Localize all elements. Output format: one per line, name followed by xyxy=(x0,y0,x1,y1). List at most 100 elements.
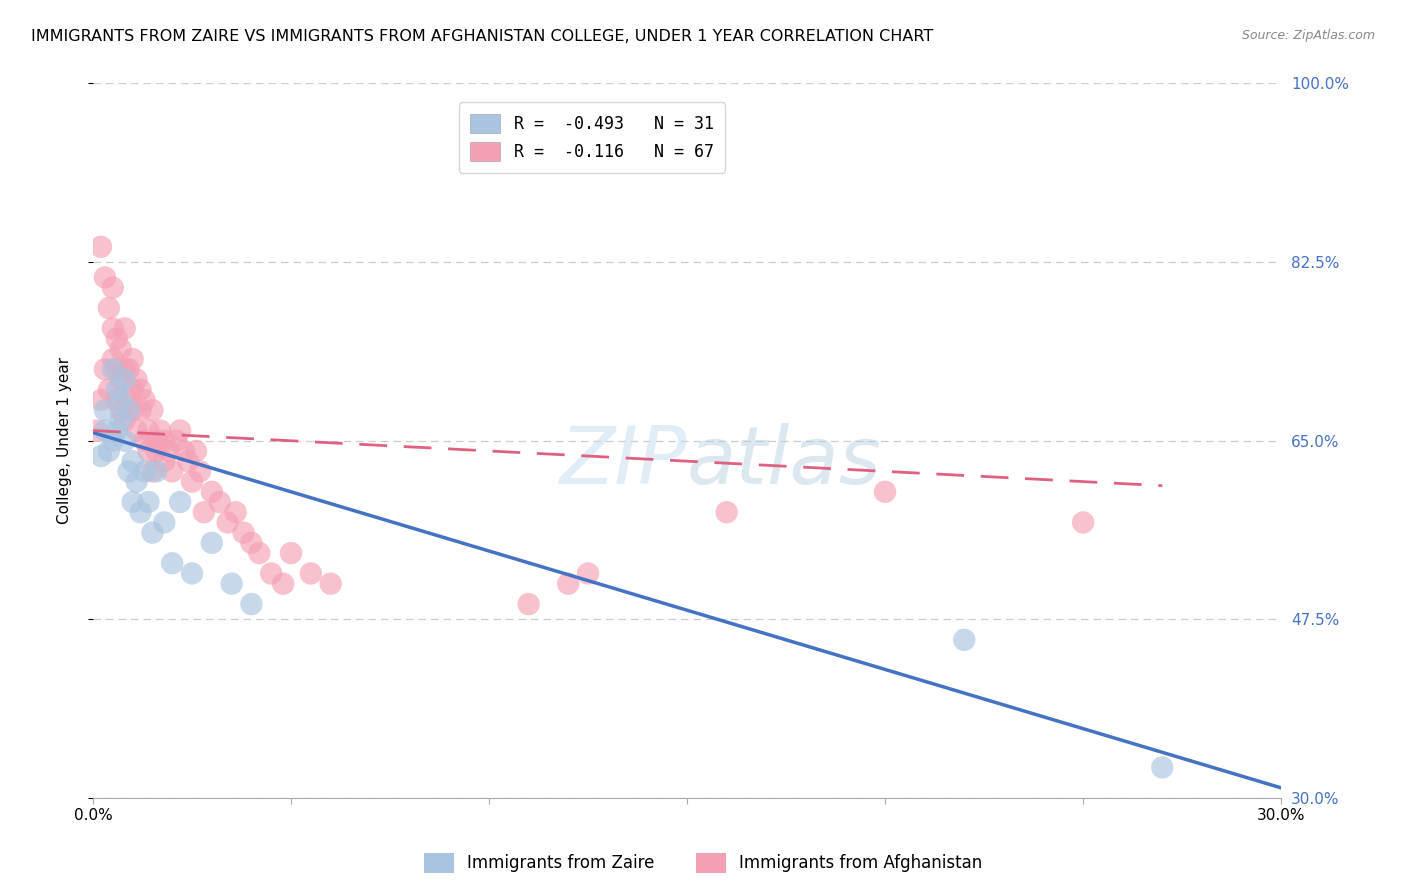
Point xyxy=(271,576,294,591)
Point xyxy=(121,352,143,367)
Point xyxy=(101,280,124,294)
Legend: R =  -0.493   N = 31, R =  -0.116   N = 67: R = -0.493 N = 31, R = -0.116 N = 67 xyxy=(458,103,725,173)
Point xyxy=(105,362,128,376)
Point xyxy=(110,372,132,386)
Point xyxy=(90,449,112,463)
Point xyxy=(517,597,540,611)
Point xyxy=(149,424,172,438)
Point xyxy=(114,321,136,335)
Point xyxy=(94,270,117,285)
Point xyxy=(1152,760,1174,774)
Point xyxy=(129,403,152,417)
Point xyxy=(125,424,148,438)
Point xyxy=(101,352,124,367)
Point xyxy=(145,444,167,458)
Point xyxy=(118,403,141,417)
Point xyxy=(134,434,156,448)
Legend: Immigrants from Zaire, Immigrants from Afghanistan: Immigrants from Zaire, Immigrants from A… xyxy=(416,847,990,880)
Point xyxy=(110,403,132,417)
Text: ZIP: ZIP xyxy=(560,423,688,501)
Point xyxy=(188,464,211,478)
Point xyxy=(240,597,263,611)
Point xyxy=(169,495,191,509)
Point xyxy=(557,576,579,591)
Y-axis label: College, Under 1 year: College, Under 1 year xyxy=(58,357,72,524)
Point xyxy=(181,566,204,581)
Point xyxy=(145,434,167,448)
Point xyxy=(157,444,180,458)
Point xyxy=(114,362,136,376)
Point xyxy=(247,546,270,560)
Point xyxy=(121,383,143,397)
Point xyxy=(153,454,176,468)
Point xyxy=(129,505,152,519)
Point xyxy=(208,495,231,509)
Point xyxy=(319,576,342,591)
Point xyxy=(138,444,160,458)
Point xyxy=(141,464,163,478)
Point xyxy=(177,454,200,468)
Point xyxy=(105,332,128,346)
Point xyxy=(97,383,120,397)
Point xyxy=(105,424,128,438)
Point xyxy=(153,516,176,530)
Point xyxy=(716,505,738,519)
Point xyxy=(217,516,239,530)
Point xyxy=(953,632,976,647)
Point xyxy=(160,464,183,478)
Point xyxy=(110,342,132,356)
Point xyxy=(105,383,128,397)
Point xyxy=(260,566,283,581)
Point xyxy=(94,362,117,376)
Point xyxy=(101,321,124,335)
Point xyxy=(90,240,112,254)
Point xyxy=(193,505,215,519)
Point xyxy=(153,434,176,448)
Point xyxy=(141,403,163,417)
Point xyxy=(129,383,152,397)
Point xyxy=(201,484,224,499)
Point xyxy=(118,464,141,478)
Text: Source: ZipAtlas.com: Source: ZipAtlas.com xyxy=(1241,29,1375,42)
Point xyxy=(121,403,143,417)
Point xyxy=(138,495,160,509)
Point xyxy=(86,424,108,438)
Point xyxy=(101,362,124,376)
Point xyxy=(114,413,136,427)
Point xyxy=(225,505,247,519)
Point xyxy=(114,434,136,448)
Point xyxy=(90,392,112,407)
Point xyxy=(173,444,195,458)
Point xyxy=(101,434,124,448)
Point xyxy=(576,566,599,581)
Point xyxy=(97,301,120,315)
Point xyxy=(232,525,254,540)
Point xyxy=(169,424,191,438)
Point xyxy=(110,413,132,427)
Point xyxy=(160,556,183,570)
Point xyxy=(118,392,141,407)
Point xyxy=(94,403,117,417)
Point xyxy=(165,434,187,448)
Point xyxy=(873,484,896,499)
Point xyxy=(184,444,207,458)
Point xyxy=(105,392,128,407)
Point xyxy=(118,362,141,376)
Point xyxy=(134,464,156,478)
Point xyxy=(280,546,302,560)
Point xyxy=(134,392,156,407)
Point xyxy=(201,536,224,550)
Point xyxy=(138,424,160,438)
Point xyxy=(1071,516,1094,530)
Text: atlas: atlas xyxy=(688,423,882,501)
Point xyxy=(299,566,322,581)
Point xyxy=(221,576,243,591)
Point xyxy=(94,424,117,438)
Point xyxy=(114,372,136,386)
Point xyxy=(145,464,167,478)
Text: IMMIGRANTS FROM ZAIRE VS IMMIGRANTS FROM AFGHANISTAN COLLEGE, UNDER 1 YEAR CORRE: IMMIGRANTS FROM ZAIRE VS IMMIGRANTS FROM… xyxy=(31,29,934,44)
Point xyxy=(125,475,148,489)
Point xyxy=(181,475,204,489)
Point xyxy=(240,536,263,550)
Point xyxy=(110,392,132,407)
